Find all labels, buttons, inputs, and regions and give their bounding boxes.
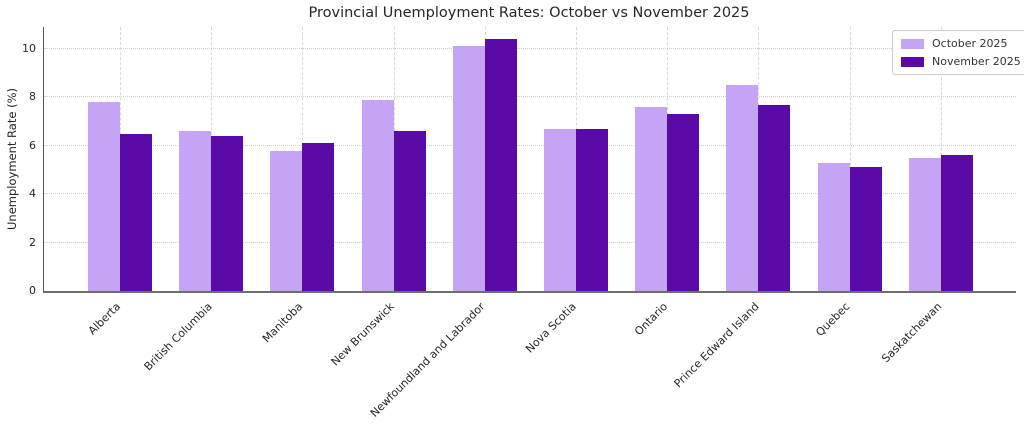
legend-item-october: October 2025 <box>901 37 1021 50</box>
bar-november-9 <box>940 155 973 291</box>
legend-swatch-october <box>901 38 924 49</box>
bar-november-5 <box>576 128 608 291</box>
bar-october-9 <box>908 157 941 291</box>
x-tick-label: British Columbia <box>141 300 215 374</box>
legend-item-november: November 2025 <box>901 55 1021 68</box>
x-tick-label: Alberta <box>85 300 124 338</box>
bar-october-5 <box>544 128 576 291</box>
bar-october-0 <box>88 102 120 291</box>
bar-november-0 <box>120 133 152 291</box>
plot-area <box>43 27 1016 293</box>
horizontal-gridline <box>44 241 1016 243</box>
x-tick-label: Prince Edward Island <box>671 300 762 391</box>
x-tick-label: New Brunswick <box>328 300 397 369</box>
horizontal-gridline <box>44 144 1016 146</box>
y-tick-label: 8 <box>29 90 36 104</box>
bar-november-8 <box>849 167 882 291</box>
y-tick-label: 2 <box>29 235 36 249</box>
y-tick-label: 10 <box>22 41 36 55</box>
horizontal-gridline <box>44 193 1016 195</box>
chart-title: Provincial Unemployment Rates: October v… <box>308 5 750 21</box>
legend: October 2025 November 2025 <box>892 30 1024 75</box>
x-tick-label: Quebec <box>813 300 853 340</box>
x-tick-label: Saskatchewan <box>878 300 944 366</box>
bar-november-3 <box>393 131 426 291</box>
y-tick-label: 6 <box>29 138 36 152</box>
bar-october-2 <box>270 150 303 291</box>
legend-label-november: November 2025 <box>932 55 1021 68</box>
y-tick-label: 0 <box>29 284 36 297</box>
x-tick-label: Ontario <box>632 300 671 339</box>
bar-october-7 <box>726 85 759 291</box>
vertical-gridline <box>849 27 851 291</box>
y-axis-label: Unemployment Rate (%) <box>5 88 19 230</box>
x-tick-label: Nova Scotia <box>523 300 580 356</box>
bar-november-1 <box>211 136 244 291</box>
bar-november-4 <box>484 39 517 291</box>
bar-november-7 <box>758 104 791 291</box>
bar-october-1 <box>179 131 212 291</box>
legend-swatch-november <box>901 56 924 67</box>
bar-october-6 <box>635 106 668 291</box>
bar-october-3 <box>361 99 394 291</box>
bar-october-8 <box>817 162 850 291</box>
x-tick-label: Manitoba <box>260 300 306 346</box>
bar-october-4 <box>452 46 485 291</box>
bar-november-6 <box>667 114 700 291</box>
legend-label-october: October 2025 <box>932 37 1008 50</box>
bar-november-2 <box>302 143 335 291</box>
horizontal-gridline <box>44 96 1016 98</box>
y-tick-label: 4 <box>29 187 36 201</box>
horizontal-gridline <box>44 47 1016 49</box>
